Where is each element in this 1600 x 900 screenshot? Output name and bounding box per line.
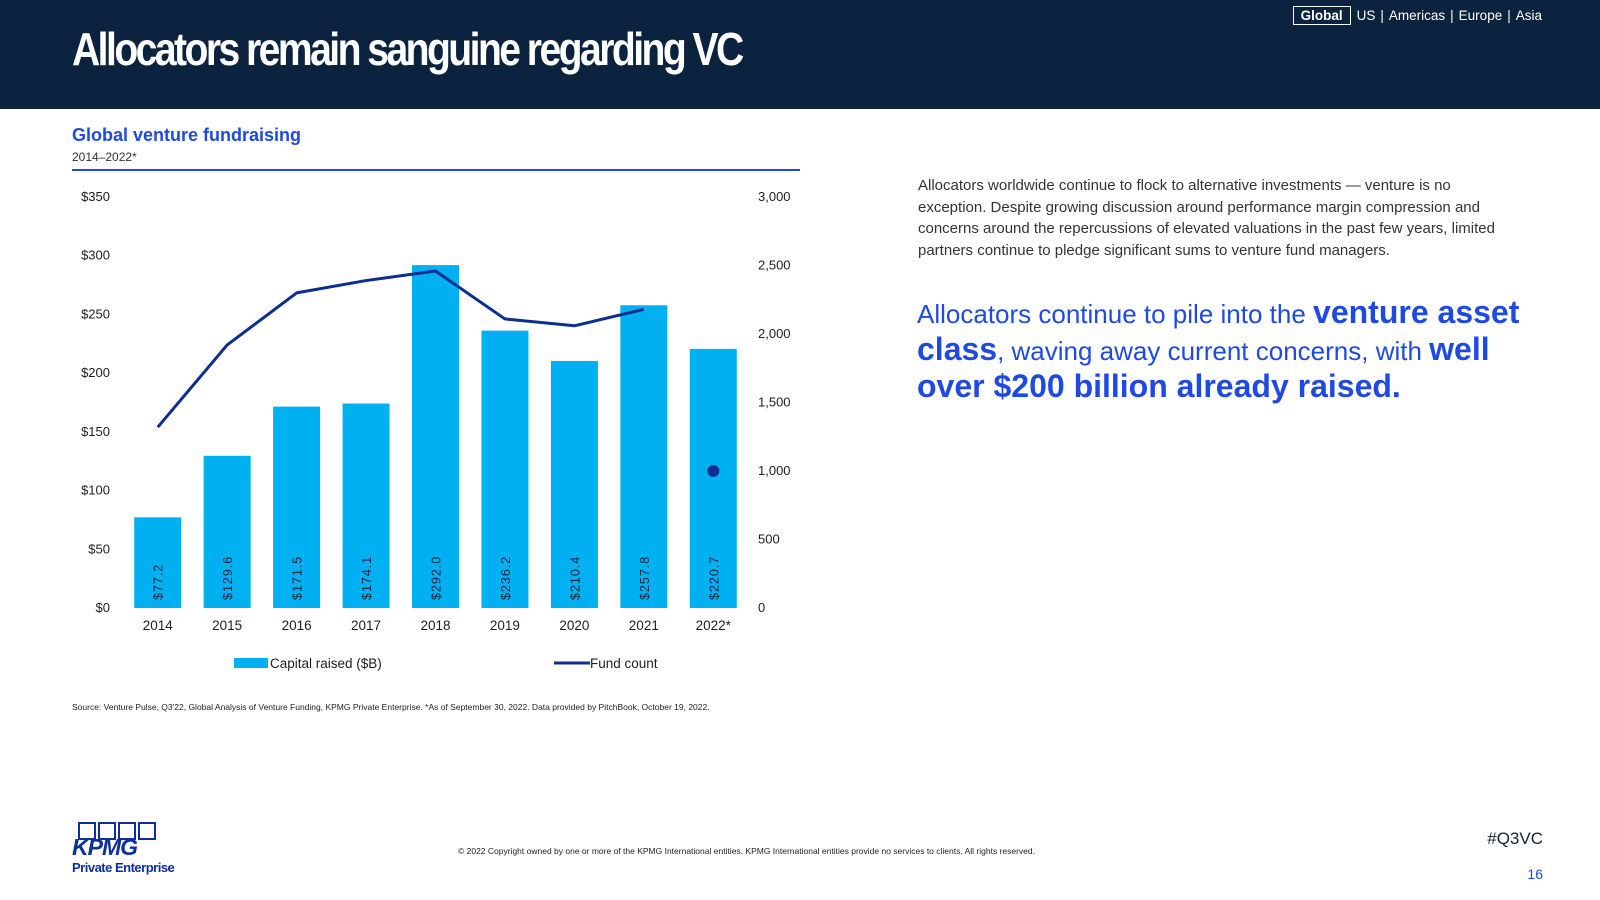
kpmg-logo: KPMG Private Enterprise <box>72 822 192 882</box>
fund-count-point <box>707 465 720 477</box>
right-axis-tick-label: 500 <box>758 532 780 547</box>
bar-capital-raised <box>134 517 182 608</box>
x-axis-tick-label: 2022* <box>696 618 732 633</box>
x-axis-tick-label: 2021 <box>629 618 659 633</box>
bar-capital-raised <box>620 305 668 608</box>
bar-value-label: $220.7 <box>707 556 721 600</box>
x-axis-tick-label: 2020 <box>559 618 589 633</box>
region-tab-us[interactable]: US <box>1356 8 1376 23</box>
chart-title-rule <box>72 169 800 171</box>
region-tab-americas[interactable]: Americas <box>1388 8 1446 23</box>
bar-value-label: $210.4 <box>568 556 582 600</box>
bar-capital-raised <box>481 330 529 608</box>
x-axis-tick-label: 2019 <box>490 618 520 633</box>
right-axis-tick-label: 2,000 <box>758 326 791 341</box>
region-separator: | <box>1450 8 1454 23</box>
region-nav: Global US | Americas | Europe | Asia <box>1292 6 1542 25</box>
right-axis-tick-label: 3,000 <box>758 189 791 204</box>
region-tab-global[interactable]: Global <box>1292 6 1351 25</box>
bar-value-label: $129.6 <box>221 556 235 600</box>
x-axis-tick-label: 2016 <box>282 618 312 633</box>
right-axis-tick-label: 2,500 <box>758 258 791 273</box>
bar-value-label: $77.2 <box>152 564 166 600</box>
left-axis-tick-label: $250 <box>81 306 110 321</box>
kpmg-logo-subtitle: Private Enterprise <box>72 860 175 875</box>
bar-value-label: $174.1 <box>360 556 374 600</box>
bar-capital-raised <box>412 265 459 608</box>
page-title: Allocators remain sanguine regarding VC <box>72 23 744 75</box>
right-axis-tick-label: 1,000 <box>758 463 791 478</box>
fundraising-chart: $0 $50 $100 $150 $200 $250 $300 $350 0 500 1,000 1,… <box>81 189 791 671</box>
x-axis-tick-label: 2018 <box>420 618 450 633</box>
left-axis-tick-label: $0 <box>96 600 110 615</box>
callout-part-bold: well over $200 billion already raised. <box>917 331 1490 404</box>
bar-capital-raised <box>203 455 251 608</box>
bar-value-label: $257.8 <box>638 556 652 600</box>
commentary-body: Allocators worldwide continue to flock t… <box>918 177 1495 259</box>
bar-capital-raised <box>273 406 321 608</box>
region-separator: | <box>1507 8 1511 23</box>
right-axis-tick-label: 1,500 <box>758 395 791 410</box>
left-axis-tick-label: $300 <box>81 248 110 263</box>
legend-label-fund-count: Fund count <box>590 656 658 671</box>
bar-value-label: $171.5 <box>291 556 305 600</box>
source-note: Source: Venture Pulse, Q3'22, Global Ana… <box>72 702 710 712</box>
bar-value-label: $236.2 <box>499 556 513 600</box>
legend-label-capital: Capital raised ($B) <box>270 656 382 671</box>
commentary-callout: Allocators continue to pile into the ven… <box>917 295 1547 406</box>
bar-value-label: $292.0 <box>430 556 444 600</box>
page-number: 16 <box>1527 866 1543 882</box>
region-separator: | <box>1380 8 1384 23</box>
bar-capital-raised <box>550 360 598 608</box>
left-axis-tick-label: $200 <box>81 365 110 380</box>
fund-count-line <box>156 269 645 429</box>
callout-part-bold: venture asset class <box>917 294 1520 367</box>
left-axis-tick-label: $100 <box>81 483 110 498</box>
left-axis-tick-label: $350 <box>81 189 110 204</box>
copyright-text: © 2022 Copyright owned by one or more of… <box>458 846 1035 856</box>
header-band <box>0 0 1600 109</box>
kpmg-logo-boxes <box>78 822 192 840</box>
region-tab-asia[interactable]: Asia <box>1515 8 1542 23</box>
callout-part: , waving away current concerns, with <box>997 336 1430 366</box>
hashtag: #Q3VC <box>1487 829 1543 848</box>
right-axis-tick-label: 0 <box>758 600 765 615</box>
x-axis-tick-label: 2015 <box>212 618 242 633</box>
legend-swatch-capital <box>234 658 268 668</box>
left-axis-tick-label: $150 <box>81 424 110 439</box>
x-axis-tick-label: 2014 <box>143 618 174 633</box>
kpmg-logo-word: KPMG <box>72 834 138 860</box>
bar-capital-raised <box>342 403 390 608</box>
x-axis-tick-label: 2017 <box>351 618 381 633</box>
left-axis-tick-label: $50 <box>88 541 110 556</box>
chart-subtitle: 2014–2022* <box>72 150 137 164</box>
bar-capital-raised <box>689 348 737 608</box>
callout-part: Allocators continue to pile into the <box>917 299 1314 329</box>
region-tab-europe[interactable]: Europe <box>1458 8 1503 23</box>
chart-title: Global venture fundraising <box>72 125 302 145</box>
